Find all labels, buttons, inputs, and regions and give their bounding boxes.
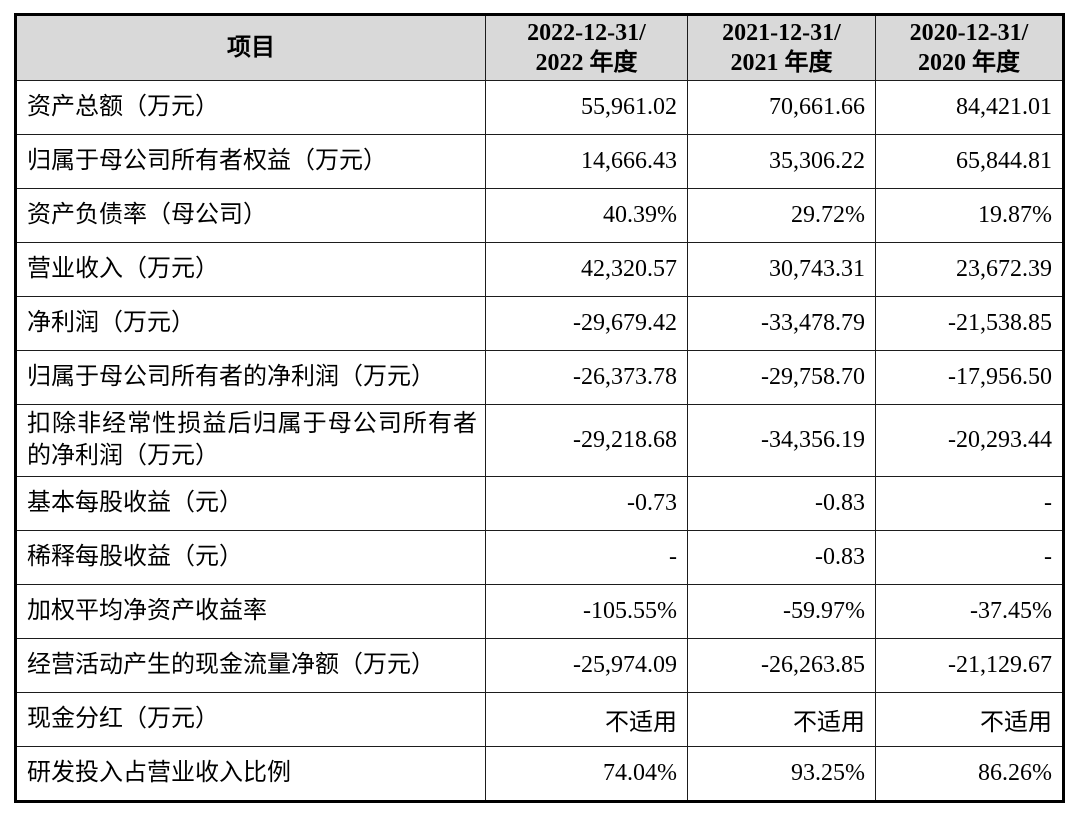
cell-value: -26,373.78 <box>485 350 688 405</box>
cell-value: -0.83 <box>687 476 876 531</box>
cell-value: 86.26% <box>875 746 1064 802</box>
cell-value: 30,743.31 <box>687 242 876 297</box>
header-period-date: 2021-12-31/ <box>722 20 841 46</box>
table-row: 资产负债率（母公司） 40.39% 29.72% 19.87% <box>15 188 1064 243</box>
row-label: 研发投入占营业收入比例 <box>15 746 486 802</box>
table-row: 营业收入（万元） 42,320.57 30,743.31 23,672.39 <box>15 242 1064 297</box>
header-item-label: 项目 <box>15 14 486 81</box>
table-row: 扣除非经常性损益后归属于母公司所有者的净利润（万元） -29,218.68 -34,… <box>15 404 1064 477</box>
cell-value: 55,961.02 <box>485 80 688 135</box>
row-label: 营业收入（万元） <box>15 242 486 297</box>
table-row: 归属于母公司所有者的净利润（万元） -26,373.78 -29,758.70 -17… <box>15 350 1064 405</box>
cell-value: 84,421.01 <box>875 80 1064 135</box>
cell-value: -0.73 <box>485 476 688 531</box>
row-label: 经营活动产生的现金流量净额（万元） <box>15 638 486 693</box>
cell-value: -20,293.44 <box>875 404 1064 477</box>
cell-value: 14,666.43 <box>485 134 688 189</box>
financial-summary-table: 项目 2022-12-31/2022 年度 2021-12-31/2021 年度 2… <box>14 13 1065 803</box>
header-period-date: 2020-12-31/ <box>909 20 1029 46</box>
header-period-year: 2020 年度 <box>918 50 1020 76</box>
cell-value: -34,356.19 <box>687 404 876 477</box>
cell-value: 35,306.22 <box>687 134 876 189</box>
table-row: 经营活动产生的现金流量净额（万元） -25,974.09 -26,263.85 -21… <box>15 638 1064 693</box>
financial-table-container: 项目 2022-12-31/2022 年度 2021-12-31/2021 年度 2… <box>14 13 1065 803</box>
cell-value: 不适用 <box>875 692 1064 747</box>
cell-value: -29,679.42 <box>485 296 688 351</box>
header-period-year: 2022 年度 <box>535 50 638 76</box>
table-body: 资产总额（万元） 55,961.02 70,661.66 84,421.01 归属于母公… <box>15 80 1064 802</box>
cell-value: 40.39% <box>485 188 688 243</box>
row-label: 资产总额（万元） <box>15 80 486 135</box>
row-label: 资产负债率（母公司） <box>15 188 486 243</box>
cell-value: 不适用 <box>687 692 876 747</box>
header-period: 2021-12-31/2021 年度 <box>687 14 876 81</box>
cell-value: 93.25% <box>687 746 876 802</box>
cell-value: -59.97% <box>687 584 876 639</box>
cell-value: -17,956.50 <box>875 350 1064 405</box>
header-period-year: 2021 年度 <box>730 50 833 76</box>
cell-value: -29,758.70 <box>687 350 876 405</box>
cell-value: 23,672.39 <box>875 242 1064 297</box>
cell-value: - <box>875 476 1064 531</box>
table-row: 研发投入占营业收入比例 74.04% 93.25% 86.26% <box>15 746 1064 802</box>
table-row: 稀释每股收益（元） - -0.83- <box>15 530 1064 585</box>
cell-value: - <box>875 530 1064 585</box>
table-row: 归属于母公司所有者权益（万元） 14,666.43 35,306.22 65,844.… <box>15 134 1064 189</box>
table-row: 资产总额（万元） 55,961.02 70,661.66 84,421.01 <box>15 80 1064 135</box>
row-label: 基本每股收益（元） <box>15 476 486 531</box>
row-label: 扣除非经常性损益后归属于母公司所有者的净利润（万元） <box>15 404 486 477</box>
cell-value: 70,661.66 <box>687 80 876 135</box>
cell-value: -21,129.67 <box>875 638 1064 693</box>
cell-value: -29,218.68 <box>485 404 688 477</box>
row-label: 稀释每股收益（元） <box>15 530 486 585</box>
cell-value: -37.45% <box>875 584 1064 639</box>
cell-value: -25,974.09 <box>485 638 688 693</box>
row-label: 归属于母公司所有者的净利润（万元） <box>15 350 486 405</box>
cell-value: 19.87% <box>875 188 1064 243</box>
table-header: 项目 2022-12-31/2022 年度 2021-12-31/2021 年度 2… <box>15 14 1064 81</box>
table-row: 净利润（万元） -29,679.42 -33,478.79 -21,538.85 <box>15 296 1064 351</box>
table-row: 基本每股收益（元） -0.73 -0.83- <box>15 476 1064 531</box>
cell-value: -33,478.79 <box>687 296 876 351</box>
cell-value: 29.72% <box>687 188 876 243</box>
row-label: 现金分红（万元） <box>15 692 486 747</box>
cell-value: 74.04% <box>485 746 688 802</box>
header-period-date: 2022-12-31/ <box>527 20 646 46</box>
cell-value: - <box>485 530 688 585</box>
row-label: 净利润（万元） <box>15 296 486 351</box>
table-row: 加权平均净资产收益率 -105.55% -59.97% -37.45% <box>15 584 1064 639</box>
header-period: 2020-12-31/2020 年度 <box>875 14 1064 81</box>
row-label: 加权平均净资产收益率 <box>15 584 486 639</box>
cell-value: -26,263.85 <box>687 638 876 693</box>
cell-value: 65,844.81 <box>875 134 1064 189</box>
cell-value: 不适用 <box>485 692 688 747</box>
cell-value: 42,320.57 <box>485 242 688 297</box>
header-period: 2022-12-31/2022 年度 <box>485 14 688 81</box>
cell-value: -105.55% <box>485 584 688 639</box>
row-label: 归属于母公司所有者权益（万元） <box>15 134 486 189</box>
header-row: 项目 2022-12-31/2022 年度 2021-12-31/2021 年度 2… <box>15 14 1064 81</box>
table-row: 现金分红（万元） 不适用 不适用 不适用 <box>15 692 1064 747</box>
cell-value: -0.83 <box>687 530 876 585</box>
cell-value: -21,538.85 <box>875 296 1064 351</box>
